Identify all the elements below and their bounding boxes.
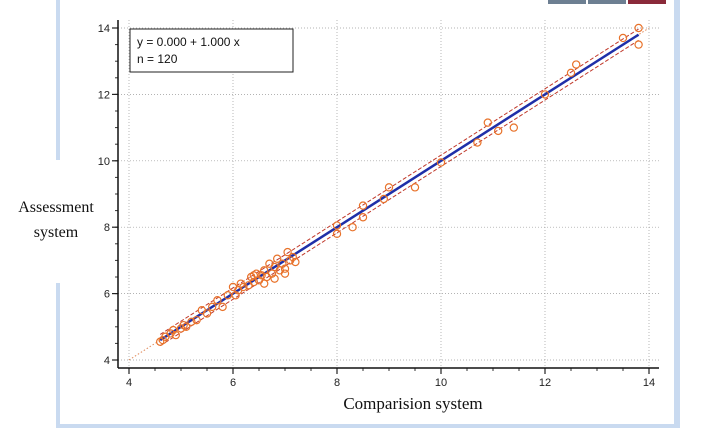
window-frame-left-top — [56, 0, 60, 160]
data-point — [384, 183, 394, 192]
x-axis-title: Comparision system — [343, 394, 483, 413]
data-point — [168, 325, 178, 335]
y-tick-label: 6 — [104, 289, 110, 301]
data-point — [540, 90, 550, 99]
x-tick-label: 12 — [539, 377, 551, 389]
data-point — [618, 33, 628, 43]
data-point — [171, 330, 180, 340]
data-point — [192, 315, 201, 325]
data-point — [494, 126, 503, 136]
data-point — [249, 271, 258, 280]
data-point — [291, 257, 300, 267]
data-point — [278, 259, 287, 268]
y-tick-label: 4 — [104, 355, 110, 367]
window-frame-bottom — [56, 424, 680, 428]
data-point — [634, 40, 643, 49]
window-controls — [548, 0, 666, 4]
data-point — [223, 291, 232, 300]
data-point — [181, 322, 191, 331]
data-point — [280, 269, 290, 278]
y-axis-title-line2: system — [33, 224, 79, 241]
data-point — [231, 291, 240, 300]
y-tick-label: 14 — [98, 23, 110, 35]
data-point — [239, 282, 248, 292]
y-tick-label: 12 — [98, 89, 110, 101]
data-point — [348, 222, 357, 232]
annotation-box — [129, 28, 294, 73]
x-tick-label: 4 — [126, 377, 132, 389]
minimize-icon[interactable] — [548, 0, 586, 4]
maximize-icon[interactable] — [588, 0, 626, 4]
data-point — [332, 229, 342, 239]
data-point — [410, 183, 420, 192]
x-tick-label: 6 — [230, 377, 236, 389]
data-point — [358, 201, 368, 210]
data-point — [634, 23, 643, 33]
annotation-equation: y = 0.000 + 1.000 x — [137, 35, 240, 49]
ci-lower-line — [159, 39, 639, 347]
data-point — [187, 317, 196, 327]
x-tick-label: 14 — [643, 377, 655, 389]
data-point — [260, 279, 269, 288]
x-tick-label: 8 — [334, 377, 340, 389]
data-point — [273, 254, 282, 263]
annotation-n: n = 120 — [137, 52, 178, 66]
data-point — [283, 247, 292, 257]
y-axis-title-line1: Assessment — [18, 199, 94, 216]
data-point — [213, 296, 222, 305]
y-tick-label: 8 — [104, 222, 110, 234]
close-icon[interactable] — [628, 0, 666, 4]
data-point — [280, 264, 290, 273]
data-point — [436, 158, 446, 167]
data-point — [566, 68, 576, 78]
data-point — [572, 60, 581, 69]
data-point — [379, 194, 388, 204]
x-tick-label: 10 — [435, 377, 447, 389]
ci-upper-line — [159, 28, 639, 335]
data-point — [270, 274, 279, 283]
data-point — [218, 302, 227, 312]
data-point — [473, 138, 482, 147]
window-frame-left-bottom — [56, 283, 60, 428]
data-point — [332, 221, 342, 230]
data-point — [202, 309, 212, 318]
data-point — [288, 252, 297, 262]
data-point — [483, 118, 492, 127]
data-point — [207, 302, 217, 312]
data-point — [358, 213, 368, 222]
y-tick-label: 10 — [98, 156, 110, 168]
data-point — [509, 123, 518, 132]
window-frame-right — [674, 0, 680, 428]
